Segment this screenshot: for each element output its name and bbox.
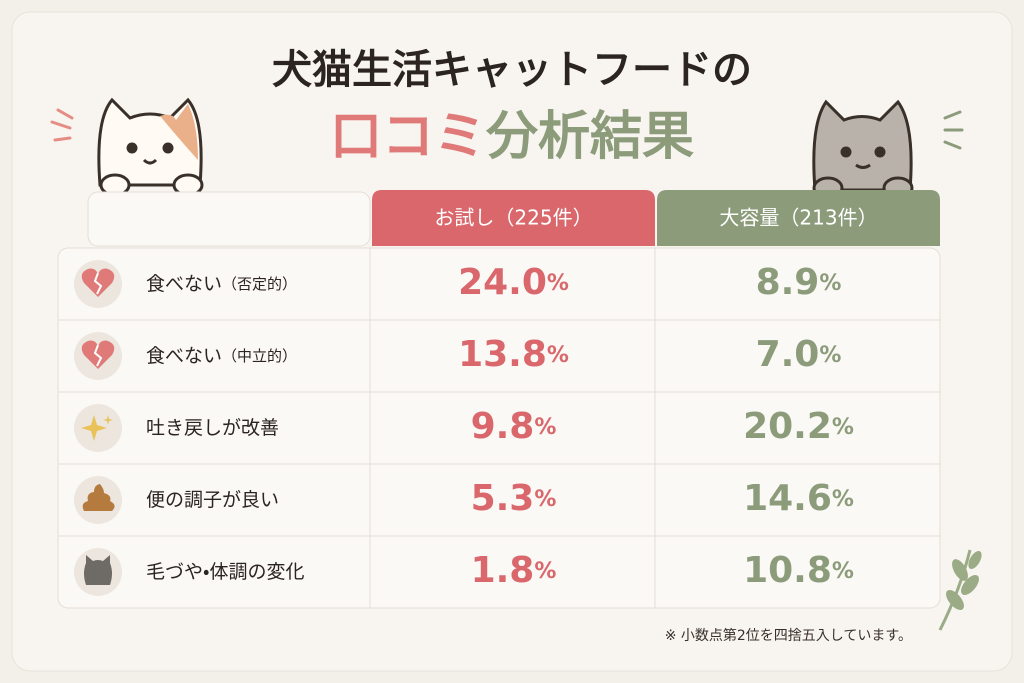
title-line2: 口コミ分析結果 [330, 107, 694, 167]
cell-value: 8.9% [756, 262, 842, 303]
row-label-main: 毛づや・体調の変化 [146, 561, 304, 583]
icon-sparkle [81, 415, 107, 441]
row-icon [81, 340, 115, 369]
row-icon [81, 268, 115, 297]
footnote: ※ 小数点第2位を四捨五入しています。 [665, 627, 912, 644]
title-accent: 分析結果 [485, 107, 694, 167]
row-icon [82, 484, 115, 511]
row-icon [81, 415, 113, 441]
row-label-sub: （中立的） [222, 347, 297, 365]
cell-value: 10.8% [743, 550, 854, 591]
value-unit: % [832, 415, 854, 440]
cell-value: 13.8% [458, 334, 569, 375]
value-number: 20.2 [743, 406, 832, 447]
cat-right [812, 99, 914, 200]
value-unit: % [832, 487, 854, 512]
row-label: 毛づや・体調の変化 [146, 561, 304, 583]
row-label-main: 食べない [146, 345, 222, 367]
row-label-sub: （否定的） [222, 275, 297, 293]
decor-lines [943, 110, 964, 150]
value-number: 9.8 [471, 406, 535, 447]
row-label-main: 吐き戻しが改善 [146, 417, 279, 439]
value-unit: % [534, 559, 556, 584]
column-header [372, 190, 655, 246]
decor-lines [50, 108, 74, 142]
cell-value: 5.3% [471, 478, 557, 519]
value-number: 7.0 [756, 334, 820, 375]
cell-value: 24.0% [458, 262, 569, 303]
value-number: 1.8 [471, 550, 535, 591]
row-label: 吐き戻しが改善 [146, 417, 279, 439]
icon-cat [84, 555, 112, 585]
leaf-decor [938, 549, 982, 631]
column-header-label: 大容量（213件） [719, 206, 877, 230]
icon-poop [82, 484, 115, 511]
title-line1: 犬猫生活キャットフードの [272, 47, 752, 93]
row-label: 食べない（否定的） [146, 273, 297, 295]
cell-value: 20.2% [743, 406, 854, 447]
column-header-label: お試し（225件） [434, 206, 592, 230]
header-blank [87, 191, 371, 247]
value-number: 13.8 [458, 334, 547, 375]
row-label-main: 食べない [146, 273, 222, 295]
value-unit: % [534, 415, 556, 440]
value-number: 24.0 [458, 262, 547, 303]
cell-value: 1.8% [471, 550, 557, 591]
icon-crack [93, 272, 103, 295]
row-label: 食べない（中立的） [146, 345, 297, 367]
icon-sparkle [103, 415, 113, 425]
cell-value: 14.6% [743, 478, 854, 519]
value-number: 10.8 [743, 550, 832, 591]
value-number: 5.3 [471, 478, 535, 519]
value-unit: % [819, 271, 841, 296]
icon-crack [93, 344, 103, 367]
value-unit: % [547, 343, 569, 368]
cell-value: 7.0% [756, 334, 842, 375]
cell-value: 9.8% [471, 406, 557, 447]
row-icon [84, 555, 112, 585]
value-unit: % [534, 487, 556, 512]
row-label: 便の調子が良い [146, 489, 279, 511]
table-body [57, 247, 941, 609]
title-accent: 口コミ [330, 107, 486, 167]
value-number: 14.6 [743, 478, 832, 519]
cat-left [97, 97, 204, 197]
value-unit: % [547, 271, 569, 296]
column-header [657, 190, 940, 246]
value-unit: % [832, 559, 854, 584]
value-number: 8.9 [756, 262, 820, 303]
row-label-main: 便の調子が良い [146, 489, 279, 511]
value-unit: % [819, 343, 841, 368]
